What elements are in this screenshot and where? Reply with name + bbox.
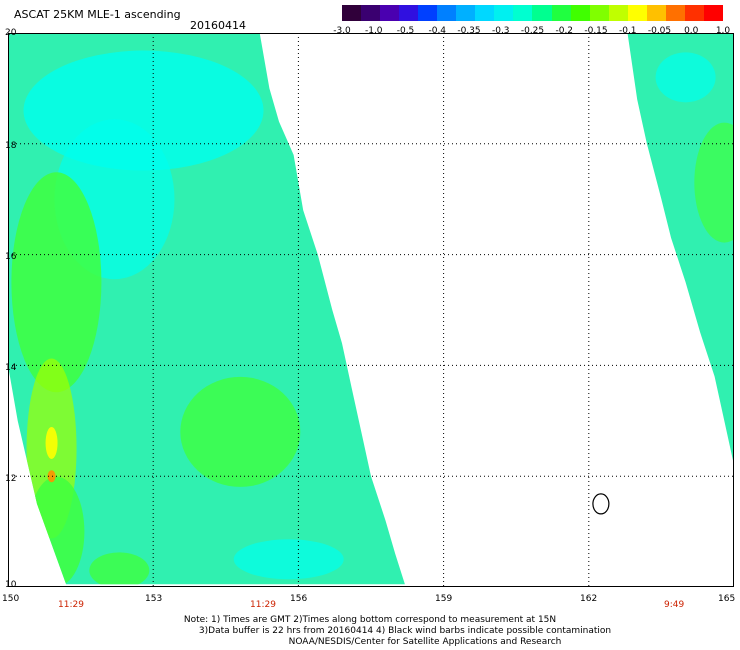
lat-label-14: 14 [5,363,17,373]
time-label-2: 11:29 [250,600,276,610]
time-label-3: 9:49 [664,600,685,610]
colorbar-segment [570,5,590,21]
colorbar-segment [627,5,647,21]
colorbar-segment [513,5,533,21]
colorbar [342,5,723,21]
colorbar-segment [342,5,362,21]
cyan-patch [655,52,716,103]
colorbar-tick-label: -3.0 [333,26,351,36]
swath-a-texture [11,50,344,585]
lat-label-10: 10 [5,580,17,590]
colorbar-tick-label: -0.15 [584,26,608,36]
green-patch [180,376,301,487]
colorbar-tick-label: 0.0 [684,26,699,36]
note-line-3: NOAA/NESDIS/Center for Satellite Applica… [288,637,562,647]
time-label-1: 11:29 [58,600,84,610]
colorbar-segment [437,5,457,21]
orange-patch [47,470,56,483]
colorbar-tick-label: 1.0 [715,26,731,36]
lon-label-162: 162 [580,594,598,604]
colorbar-segment [380,5,400,21]
colorbar-tick-label: -0.4 [428,26,447,36]
colorbar-segment [475,5,495,21]
note-line-2: 3)Data buffer is 22 hrs from 20160414 4)… [198,626,612,636]
colorbar-tick-label: -0.5 [396,26,415,36]
colorbar-tick-label: -0.1 [618,26,637,36]
yellow-patch [45,426,58,459]
colorbar-tick-label: -0.05 [647,26,672,36]
colorbar-segment [494,5,514,21]
colorbar-segment [703,5,723,21]
swath-b-texture [655,52,734,243]
chart-title: ASCAT 25KM MLE-1 ascending [14,8,181,21]
lon-label-150: 150 [2,594,20,604]
map-plot [8,33,734,587]
cyan-patch [233,539,344,580]
colorbar-segment [589,5,609,21]
colorbar-segment [456,5,476,21]
green-patch [694,122,734,243]
colorbar-tick-label: -0.2 [555,26,574,36]
map-frame [8,33,734,587]
colorbar-segment [684,5,704,21]
lat-label-20: 20 [5,28,17,38]
date-label: 20160414 [190,19,246,32]
colorbar-tick-label: -0.25 [520,26,545,36]
colorbar-segment [532,5,552,21]
colorbar-segment [399,5,419,21]
colorbar-segment [665,5,685,21]
note-line-1: Note: 1) Times are GMT 2)Times along bot… [183,615,557,625]
lon-label-165: 165 [718,594,736,604]
lon-label-153: 153 [145,594,163,604]
colorbar-labels: -3.0 -1.0 -0.5 -0.4 -0.35 -0.3 -0.25 -0.2 -0.15-… [330,26,730,38]
colorbar-tick-label: -0.35 [457,26,481,36]
lon-label-156: 156 [290,594,308,604]
lat-label-18: 18 [5,141,17,151]
green-patch [28,476,85,585]
green-patch [89,552,150,585]
lat-label-16: 16 [5,252,17,262]
lat-label-12: 12 [5,474,17,484]
land-contour [592,493,610,515]
lon-label-159: 159 [435,594,453,604]
colorbar-tick-label: -0.3 [491,26,510,36]
colorbar-segment [361,5,381,21]
colorbar-segment [608,5,628,21]
colorbar-segment [418,5,438,21]
colorbar-segment [551,5,571,21]
colorbar-tick-label: -1.0 [364,26,383,36]
green-patch [11,172,102,393]
colorbar-segment [646,5,666,21]
footnotes: Note: 1) Times are GMT 2)Times along bot… [0,615,740,648]
